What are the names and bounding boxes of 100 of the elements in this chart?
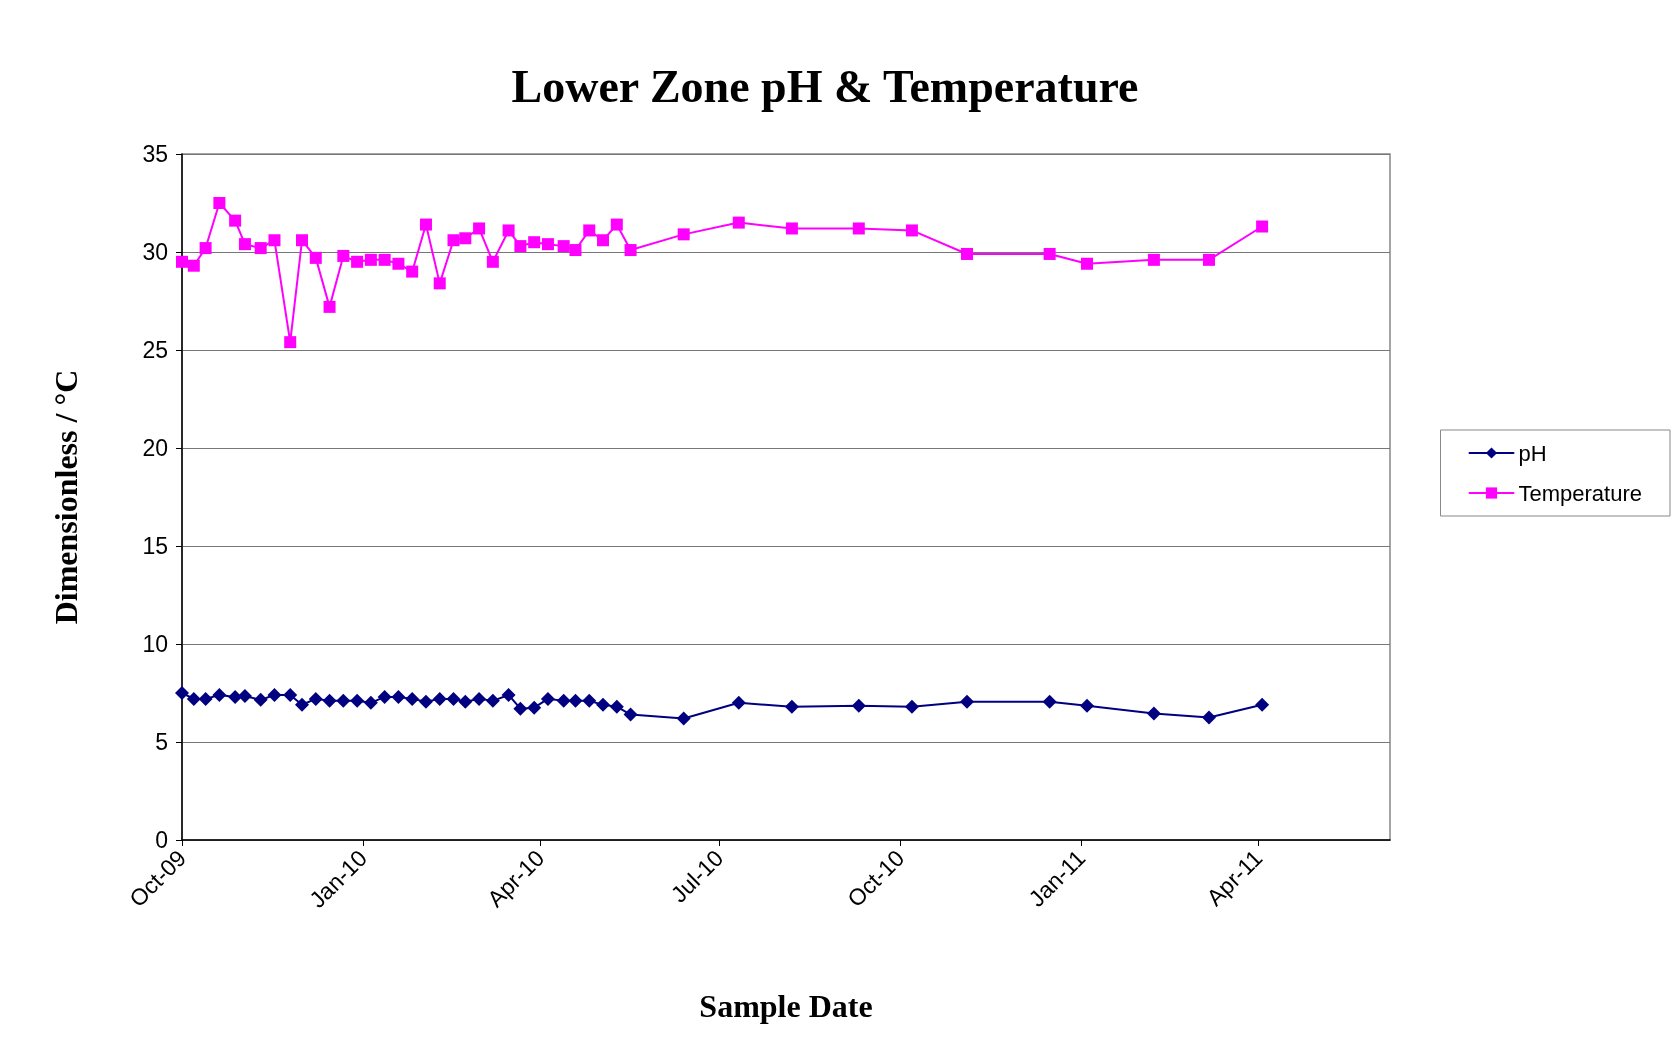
- point: [378, 253, 391, 266]
- legend-label: Temperature: [1518, 480, 1643, 506]
- y-tick-label: 35: [142, 141, 168, 167]
- point: [1043, 247, 1056, 260]
- point: [283, 687, 298, 702]
- point: [418, 694, 433, 709]
- point: [624, 244, 637, 257]
- point: [1147, 253, 1160, 266]
- point: [336, 693, 351, 708]
- point: [337, 249, 350, 262]
- point: [677, 228, 690, 241]
- point: [960, 694, 974, 709]
- point: [176, 255, 188, 268]
- point: [1146, 706, 1161, 721]
- point: [582, 693, 597, 708]
- x-axis-title: Sample Date: [699, 988, 873, 1024]
- point: [540, 691, 555, 706]
- y-tick-label: 10: [142, 631, 168, 657]
- point: [1203, 253, 1215, 266]
- point: [351, 255, 364, 268]
- point: [472, 691, 487, 706]
- point: [238, 238, 251, 251]
- point: [391, 689, 406, 704]
- point: [556, 693, 571, 708]
- point: [1255, 697, 1270, 712]
- y-tick-label: 30: [142, 239, 168, 265]
- point: [785, 222, 798, 235]
- point: [237, 688, 252, 703]
- point: [568, 693, 583, 708]
- point: [851, 698, 866, 713]
- point: [732, 216, 745, 229]
- point: [284, 336, 297, 349]
- point: [513, 701, 528, 716]
- point: [433, 277, 446, 290]
- y-tick-label: 0: [155, 827, 168, 853]
- point: [541, 238, 554, 251]
- point: [419, 218, 432, 231]
- point: [609, 699, 624, 714]
- point: [322, 693, 337, 708]
- point: [557, 240, 570, 253]
- point: [323, 300, 336, 313]
- point: [731, 695, 746, 710]
- point: [583, 224, 596, 237]
- point: [432, 691, 447, 706]
- point: [198, 691, 213, 706]
- point: [229, 214, 242, 227]
- point: [363, 695, 378, 710]
- point: [199, 242, 212, 255]
- point: [569, 244, 582, 257]
- point: [459, 232, 472, 245]
- point: [1042, 694, 1057, 709]
- point: [308, 691, 323, 706]
- y-tick-label: 15: [142, 533, 168, 559]
- point: [309, 251, 322, 264]
- point: [528, 236, 541, 249]
- point: [904, 699, 919, 714]
- point: [905, 224, 918, 237]
- legend-label: pH: [1518, 440, 1547, 466]
- point: [213, 197, 226, 209]
- point: [267, 687, 282, 702]
- y-tick-label: 20: [142, 435, 168, 461]
- point: [350, 693, 365, 708]
- point: [186, 691, 201, 706]
- point: [514, 240, 527, 253]
- chart-title: Lower Zone pH & Temperature: [511, 60, 1139, 112]
- point: [377, 689, 392, 704]
- point: [405, 691, 420, 706]
- y-tick-label: 25: [142, 337, 168, 363]
- point: [852, 222, 865, 235]
- point: [1081, 257, 1094, 270]
- point: [458, 694, 473, 709]
- point: [610, 218, 623, 231]
- point: [502, 224, 515, 237]
- point: [486, 255, 499, 268]
- point: [784, 699, 799, 714]
- point: [253, 692, 268, 707]
- point: [268, 234, 281, 247]
- point: [597, 234, 610, 247]
- point: [1080, 698, 1095, 713]
- point: [364, 253, 377, 266]
- y-axis-title: Dimensionless / °C: [48, 369, 84, 625]
- point: [1256, 220, 1269, 233]
- point: [473, 222, 486, 235]
- point: [527, 700, 542, 715]
- point: [501, 687, 516, 702]
- point: [485, 693, 500, 708]
- y-tick-label: 5: [155, 729, 168, 755]
- point: [446, 691, 461, 706]
- point: [254, 242, 267, 255]
- point: [447, 234, 460, 247]
- point: [212, 687, 227, 702]
- point: [187, 259, 200, 272]
- point: [623, 707, 638, 722]
- point: [1202, 710, 1216, 725]
- point: [392, 257, 405, 270]
- point: [175, 686, 189, 700]
- point: [676, 711, 691, 726]
- point: [228, 689, 243, 704]
- point: [296, 234, 309, 247]
- point: [406, 265, 419, 278]
